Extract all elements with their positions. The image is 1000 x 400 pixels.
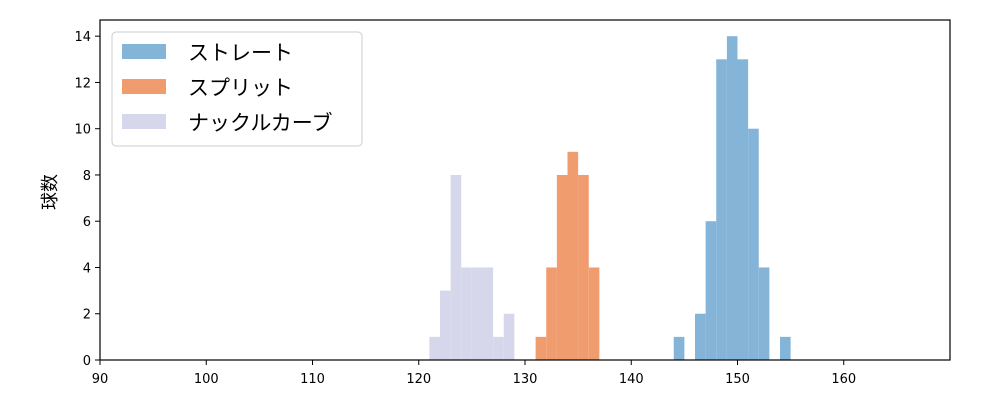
x-tick-label: 130 [513, 372, 538, 387]
histogram-bar [482, 267, 494, 360]
y-tick-label: 10 [74, 123, 91, 138]
histogram-bar [535, 336, 547, 360]
y-tick-label: 6 [83, 215, 91, 230]
histogram-bar [705, 221, 717, 360]
x-tick-label: 150 [725, 372, 750, 387]
x-tick-label: 90 [92, 372, 109, 387]
legend-label: ストレート [188, 41, 293, 65]
histogram-bar [567, 151, 579, 360]
histogram-bar [461, 267, 472, 360]
histogram-bar [726, 36, 738, 360]
axes-layer: 90 100 110 120 130 140 150 160 0 2 4 6 8 10 12 14 [74, 19, 951, 387]
legend-box [111, 31, 363, 147]
legend-swatch [122, 114, 166, 129]
y-tick-label: 14 [74, 30, 91, 45]
legend-label: スプリット [188, 76, 293, 100]
histogram-bar [673, 336, 685, 360]
x-tick-label: 140 [619, 372, 644, 387]
bars-layer [429, 36, 791, 360]
y-tick-label: 8 [83, 169, 91, 184]
histogram-bar [716, 59, 727, 360]
series-3 [429, 174, 515, 360]
histogram-bar [556, 174, 568, 360]
histogram-bar [758, 267, 770, 360]
legend-swatch [122, 44, 166, 59]
y-tick-label: 4 [83, 261, 91, 276]
legend-item: ストレート [122, 41, 293, 65]
histogram-bar [748, 128, 759, 360]
histogram-bar [450, 174, 462, 360]
x-tick-label: 160 [831, 372, 856, 387]
histogram-bar [493, 336, 504, 360]
x-tick-label: 120 [406, 372, 431, 387]
series-1 [673, 36, 791, 360]
legend-swatch [122, 79, 166, 94]
histogram-bar [429, 336, 440, 360]
histogram-bar [737, 59, 749, 360]
legend-item: スプリット [122, 76, 293, 100]
histogram-bar [780, 336, 791, 360]
histogram-bar [471, 267, 483, 360]
histogram-bar [503, 313, 515, 360]
legend-item: ナックルカーブ [122, 111, 332, 135]
y-tick-label: 0 [83, 354, 91, 369]
y-tick-label: 12 [74, 76, 91, 91]
histogram-bar [695, 313, 706, 360]
histogram-bar [546, 267, 557, 360]
histogram-bar [588, 267, 600, 360]
x-tick-label: 100 [194, 372, 219, 387]
y-axis-label: 球数 [40, 174, 61, 210]
histogram-bar [578, 174, 589, 360]
x-tick-label: 110 [300, 372, 325, 387]
y-tick-label: 2 [83, 308, 91, 323]
histogram-bar [440, 290, 451, 360]
series-2 [535, 151, 600, 360]
legend-label: ナックルカーブ [188, 111, 332, 135]
